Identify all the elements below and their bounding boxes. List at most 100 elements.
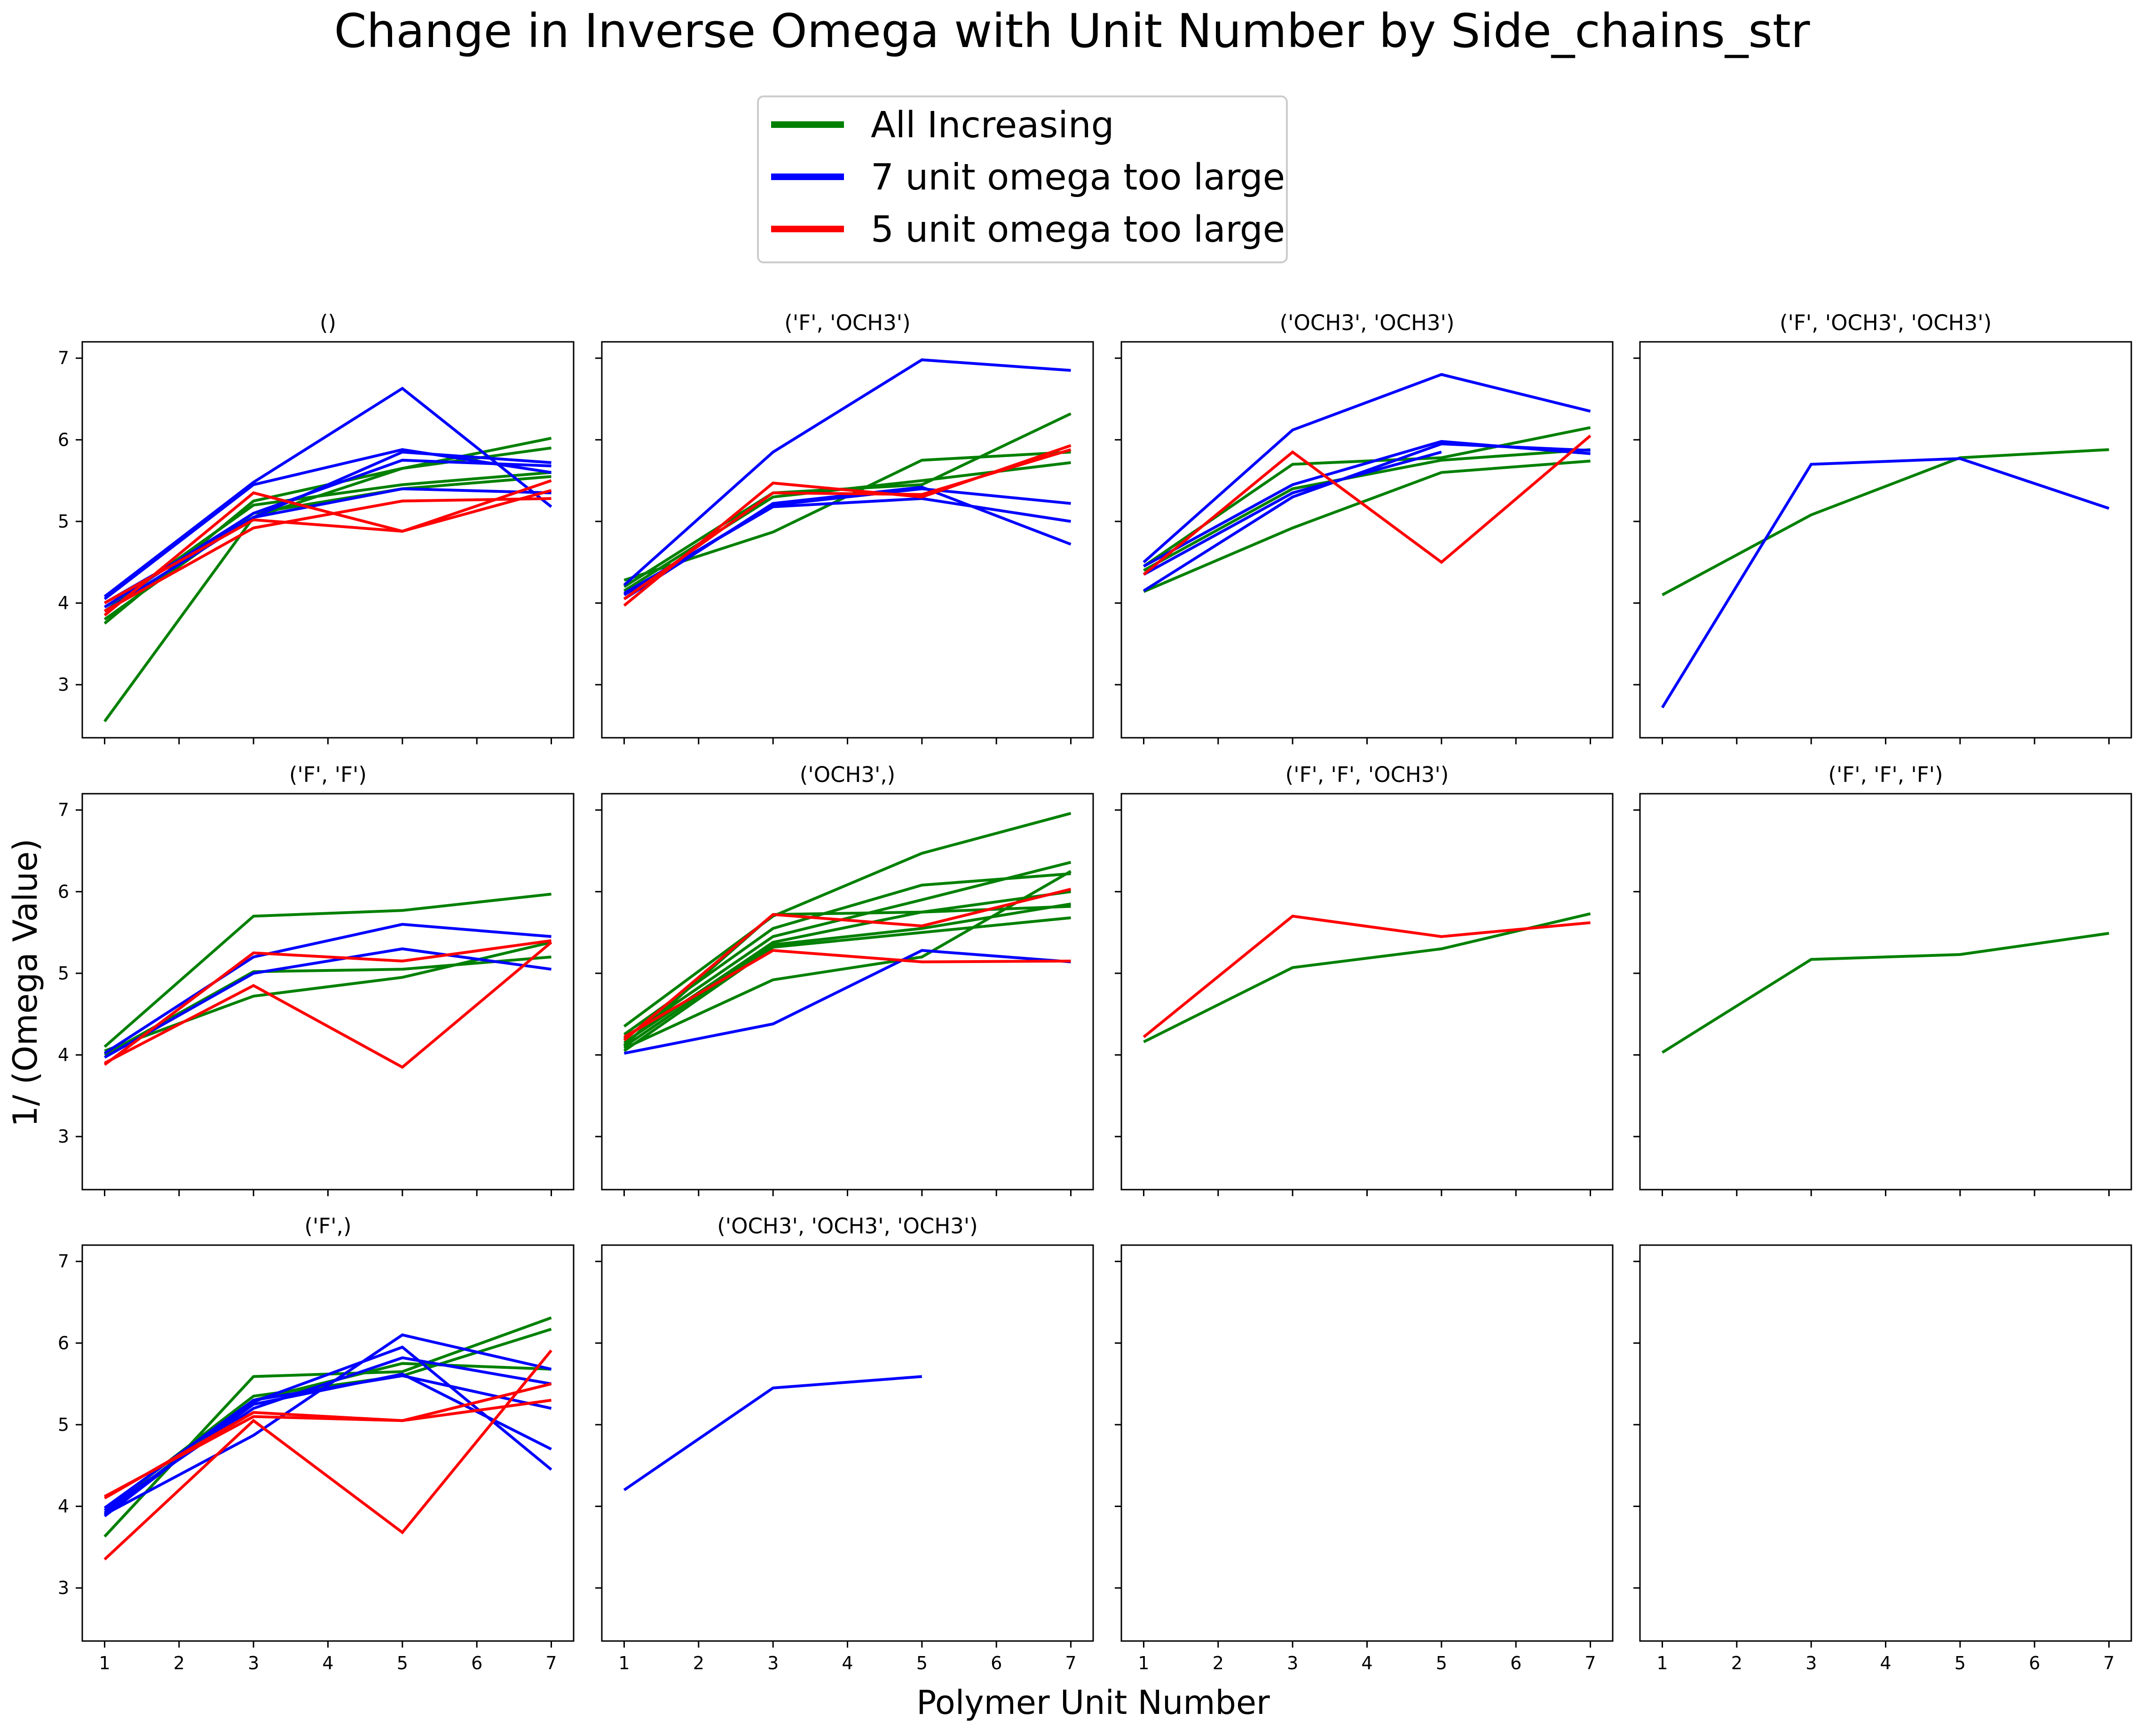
series-line-5-unit-omega-too-large-11: [104, 1398, 552, 1499]
series-line-all-increasing-3: [104, 955, 552, 1057]
series-line-all-increasing-1: [103, 892, 552, 1048]
y-axis-label: 1/ (Omega Value): [6, 838, 45, 1127]
series-line-5-unit-omega-too-large-10: [103, 479, 552, 616]
subplot-title: ('F',): [304, 1214, 351, 1239]
y-tick-label: 3: [58, 1126, 69, 1147]
y-tick-label: 4: [58, 1496, 69, 1517]
series-line-5-unit-omega-too-large-12: [104, 489, 552, 605]
x-tick-label: 4: [1361, 1653, 1372, 1673]
legend: All Increasing 7 unit omega too large 5 …: [757, 95, 1288, 263]
series-line-5-unit-omega-too-large-11: [623, 949, 1071, 1038]
x-tick-label: 2: [173, 1653, 185, 1673]
series-line-7-unit-omega-too-large-5: [104, 947, 552, 1059]
series-line-all-increasing-3: [623, 860, 1072, 1040]
subplot-4: ('F', 'OCH3', 'OCH3'): [1633, 310, 2132, 744]
y-tick-label: 6: [58, 881, 69, 902]
x-tick-label: 4: [1880, 1653, 1891, 1673]
subplot-title: ('F', 'OCH3'): [784, 310, 910, 335]
series-line-5-unit-omega-too-large-9: [623, 448, 1072, 600]
series-line-5-unit-omega-too-large-7: [104, 941, 552, 1069]
series-line-5-unit-omega-too-large-9: [103, 1349, 552, 1561]
subplot-8: ('F', 'F', 'F'): [1633, 762, 2132, 1196]
x-axis-label: Polymer Unit Number: [916, 1683, 1270, 1722]
series-line-all-increasing-1: [623, 812, 1072, 1028]
series-line-all-increasing-1: [1662, 448, 2109, 596]
x-tick-label: 7: [1065, 1653, 1076, 1673]
x-tick-label: 4: [322, 1653, 333, 1673]
x-tick-label: 6: [1510, 1653, 1521, 1673]
x-tick-label: 5: [1955, 1653, 1966, 1673]
legend-label-all-increasing: All Increasing: [871, 104, 1114, 146]
legend-label-5-unit: 5 unit omega too large: [871, 209, 1285, 251]
x-tick-label: 3: [248, 1653, 259, 1673]
x-tick-label: 6: [471, 1653, 482, 1673]
x-tick-label: 7: [2103, 1653, 2114, 1673]
x-tick-label: 6: [2029, 1653, 2040, 1673]
subplot-1: () 3 4 5 6 7: [58, 310, 575, 744]
y-tick-label: 5: [58, 511, 69, 532]
subplot-title: (): [320, 310, 336, 335]
x-tick-label: 1: [1656, 1653, 1668, 1673]
x-tick-label: 2: [1731, 1653, 1742, 1673]
series-line-7-unit-omega-too-large-1: [623, 1375, 922, 1491]
figure-title: Change in Inverse Omega with Unit Number…: [334, 4, 1810, 58]
subplot-3: ('OCH3', 'OCH3'): [1115, 310, 1614, 744]
series-line-5-unit-omega-too-large-11: [104, 497, 552, 613]
series-line-7-unit-omega-too-large-4: [623, 358, 1071, 586]
series-line-7-unit-omega-too-large-7: [623, 485, 1072, 600]
x-tick-label: 5: [397, 1653, 408, 1673]
x-tick-label: 5: [916, 1653, 928, 1673]
series-line-all-increasing-1: [1143, 459, 1591, 593]
series-line-5-unit-omega-too-large-8: [1143, 434, 1592, 576]
x-tick-label: 3: [1805, 1653, 1817, 1673]
x-tick-label: 7: [545, 1653, 557, 1673]
x-tick-label: 4: [842, 1653, 853, 1673]
y-tick-label: 3: [58, 674, 69, 695]
series-line-7-unit-omega-too-large-4: [103, 923, 552, 1055]
series-line-7-unit-omega-too-large-9: [103, 487, 552, 613]
series-line-all-increasing-1: [1143, 912, 1591, 1043]
x-tick-label: 1: [1138, 1653, 1149, 1673]
series-line-5-unit-omega-too-large-10: [623, 888, 1072, 1042]
series-line-all-increasing-3: [1143, 448, 1591, 572]
subplot-title: ('F', 'F', 'OCH3'): [1285, 762, 1449, 787]
series-line-all-increasing-8: [623, 905, 1071, 1046]
y-tick-label: 4: [58, 593, 69, 614]
y-tick-label: 6: [58, 429, 69, 450]
y-tick-label: 5: [58, 963, 69, 984]
subplot-2: ('F', 'OCH3'): [595, 310, 1094, 744]
subplot-title: ('F', 'OCH3', 'OCH3'): [1780, 310, 1992, 335]
x-tick-label: 2: [1213, 1653, 1224, 1673]
subplot-12: 1 2 3 4 5 6 7: [1633, 1244, 2132, 1673]
subplot-title: ('OCH3',): [800, 762, 895, 787]
series-line-7-unit-omega-too-large-4: [1143, 373, 1591, 563]
legend-label-7-unit: 7 unit omega too large: [871, 157, 1285, 198]
series-line-all-increasing-2: [1143, 426, 1591, 568]
subplot-title: ('OCH3', 'OCH3', 'OCH3'): [717, 1214, 977, 1239]
series-line-7-unit-omega-too-large-5: [103, 387, 552, 598]
x-tick-label: 3: [767, 1653, 779, 1673]
y-tick-label: 3: [58, 1578, 69, 1598]
series-line-7-unit-omega-too-large-7: [103, 1356, 552, 1512]
series-line-all-increasing-4: [103, 471, 552, 613]
subplot-title: ('F', 'F'): [289, 762, 367, 787]
series-line-all-increasing-1: [103, 436, 552, 723]
series-line-5-unit-omega-too-large-6: [103, 939, 552, 1066]
legend-frame: [757, 95, 1288, 263]
subplot-title: ('F', 'F', 'F'): [1828, 762, 1943, 787]
x-tick-label: 2: [693, 1653, 704, 1673]
subplot-5: ('F', 'F') 3 4 5 6 7: [58, 762, 575, 1196]
series-line-7-unit-omega-too-large-9: [623, 949, 1071, 1055]
y-tick-label: 4: [58, 1045, 69, 1065]
y-tick-label: 7: [58, 348, 69, 369]
x-tick-label: 5: [1436, 1653, 1447, 1673]
y-tick-label: 7: [58, 1251, 69, 1272]
x-tick-label: 1: [618, 1653, 630, 1673]
x-tick-label: 6: [991, 1653, 1002, 1673]
series-line-all-increasing-1: [1661, 931, 2109, 1054]
series-line-all-increasing-7: [623, 870, 1072, 1050]
series-line-all-increasing-3: [103, 475, 552, 621]
y-tick-label: 6: [58, 1333, 69, 1353]
